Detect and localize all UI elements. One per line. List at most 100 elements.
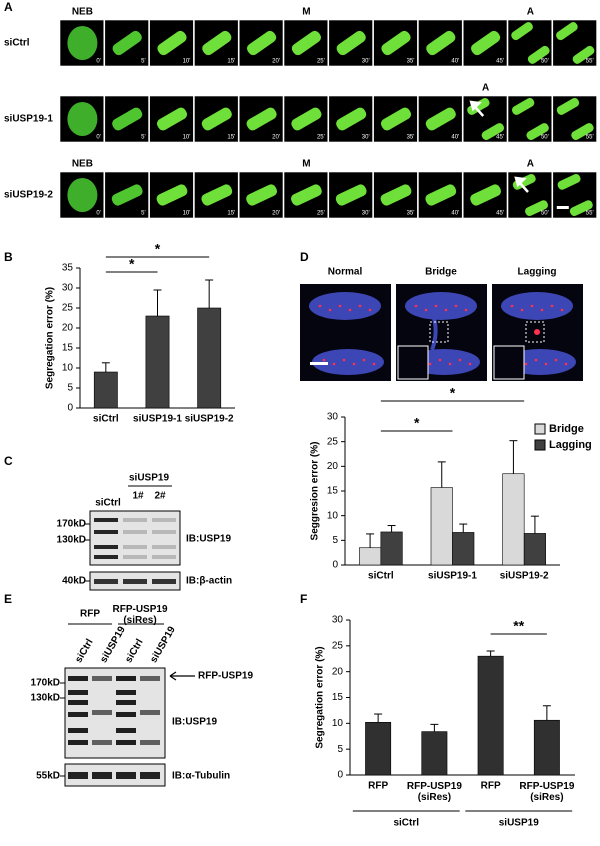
stage-label: NEB xyxy=(72,7,93,18)
kinetochore xyxy=(458,358,462,362)
kinetochore xyxy=(544,362,548,366)
lane-label: siUSP19 xyxy=(148,624,178,665)
panel-letter: A xyxy=(4,0,13,14)
row-label: siUSP19-1 xyxy=(4,114,53,125)
bar xyxy=(523,533,546,566)
chromatin xyxy=(501,292,573,320)
y-tick-label: 5 xyxy=(332,535,338,546)
bar xyxy=(533,719,560,776)
y-tick-label: 10 xyxy=(62,363,74,374)
stage-label: A xyxy=(482,83,489,94)
cell xyxy=(157,30,187,56)
band xyxy=(68,690,88,695)
nucleus xyxy=(67,178,98,212)
chromosomes xyxy=(481,123,505,140)
kinetochore xyxy=(352,362,356,366)
band xyxy=(94,579,118,584)
chromosomes xyxy=(112,107,143,131)
cell xyxy=(511,22,550,64)
chromosomes xyxy=(291,30,321,56)
kinetochore xyxy=(362,358,366,362)
bar xyxy=(197,307,222,409)
group-label: siCtrl xyxy=(393,818,419,829)
zoom-box xyxy=(525,321,545,343)
cell xyxy=(425,107,456,131)
band xyxy=(152,530,176,534)
y-tick-label: 35 xyxy=(62,263,74,274)
chromosomes xyxy=(425,107,456,131)
kinetochore xyxy=(550,304,554,308)
cell xyxy=(112,107,143,131)
time-stamp: 0' xyxy=(96,211,100,217)
band xyxy=(116,772,136,779)
stage-label: A xyxy=(527,159,534,170)
stage-label: M xyxy=(302,159,310,170)
band xyxy=(92,740,112,745)
time-stamp: 30' xyxy=(362,59,370,65)
time-stamp: 10' xyxy=(183,211,191,217)
y-axis-label: Segregation error (%) xyxy=(315,646,326,748)
stage-label: M xyxy=(302,7,310,18)
kinetochore xyxy=(444,308,448,312)
cell xyxy=(335,184,367,206)
chromosomes xyxy=(380,107,412,131)
group-label: RFP-USP19 (siRes) xyxy=(112,604,167,626)
blot-label: IB:α-Tubulin xyxy=(172,771,230,782)
band xyxy=(116,728,136,733)
chromosomes xyxy=(380,184,412,206)
band xyxy=(116,712,136,717)
kinetochore xyxy=(372,362,376,366)
chromosomes xyxy=(202,30,232,56)
chromosomes xyxy=(336,107,367,131)
chromosomes xyxy=(156,184,188,206)
time-stamp: 10' xyxy=(183,59,191,65)
cell xyxy=(511,98,549,140)
kinetochore xyxy=(438,358,442,362)
y-tick-label: 20 xyxy=(327,461,339,472)
band xyxy=(92,710,112,715)
chromosomes xyxy=(156,107,188,131)
band xyxy=(68,728,88,733)
y-tick-label: 25 xyxy=(332,640,344,651)
chromosomes xyxy=(511,22,533,41)
image-label: Normal xyxy=(328,267,363,278)
time-stamp: 25' xyxy=(317,135,325,141)
significance-label: * xyxy=(129,256,135,272)
chromosomes xyxy=(471,30,501,56)
marker-label: 130kD xyxy=(31,693,60,704)
bar xyxy=(359,547,382,566)
kinetochore xyxy=(342,358,346,362)
panel-letter: C xyxy=(4,454,13,468)
time-stamp: 55' xyxy=(586,211,594,217)
chromosomes xyxy=(556,98,580,115)
lane-label: 2# xyxy=(154,491,166,502)
band xyxy=(123,555,147,559)
chromosomes xyxy=(426,30,456,56)
kinetochore xyxy=(358,304,362,308)
marker-label: 40kD xyxy=(62,576,86,587)
blot-label: IB:USP19 xyxy=(172,717,217,728)
chromosomes xyxy=(557,174,581,190)
time-stamp: 5' xyxy=(141,135,145,141)
time-stamp: 50' xyxy=(541,135,549,141)
kinetochore xyxy=(424,308,428,312)
marker-label: 55kD xyxy=(36,771,60,782)
band xyxy=(116,740,136,745)
kinetochore xyxy=(540,308,544,312)
nucleus xyxy=(67,26,98,60)
scale-bar xyxy=(310,362,328,365)
band xyxy=(152,579,176,584)
chromatin xyxy=(309,292,381,320)
y-tick-label: 5 xyxy=(337,744,343,755)
band xyxy=(152,518,176,522)
kinetochore xyxy=(534,358,538,362)
group-label: siUSP19 xyxy=(499,818,539,829)
time-stamp: 40' xyxy=(451,211,459,217)
time-stamp: 15' xyxy=(227,59,235,65)
y-tick-label: 15 xyxy=(62,343,74,354)
row-label: siCtrl xyxy=(4,38,30,49)
blot-label: IB:USP19 xyxy=(186,534,231,545)
cell xyxy=(112,30,142,56)
kinetochore xyxy=(524,362,528,366)
